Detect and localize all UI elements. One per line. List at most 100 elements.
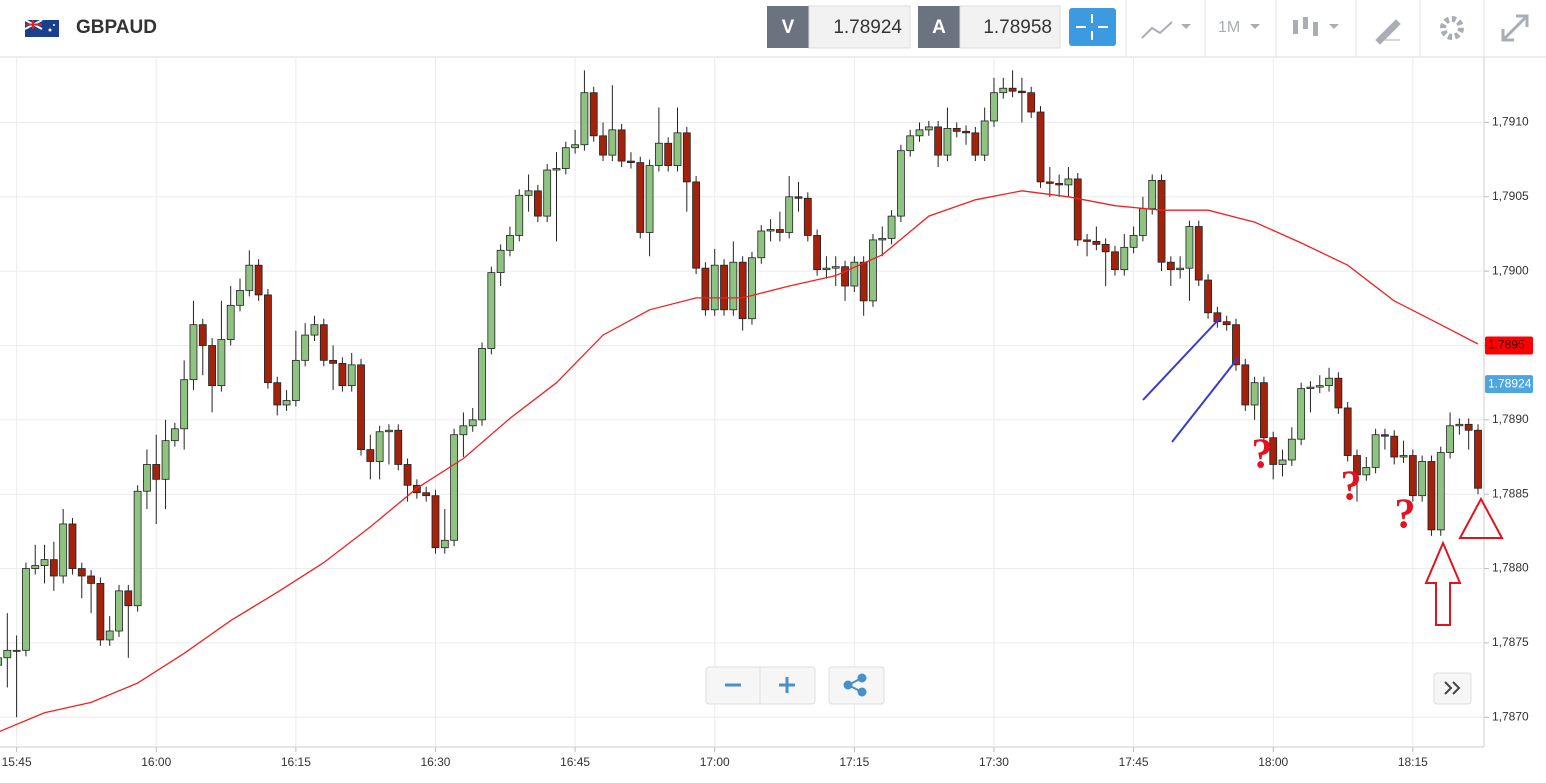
candle-body <box>1176 267 1185 271</box>
toolbar-separators <box>1125 0 1485 57</box>
candle-body <box>533 190 542 217</box>
candle-body <box>1008 87 1017 92</box>
candle-body <box>1260 382 1268 439</box>
candle-body <box>87 575 95 584</box>
candle-body <box>1269 437 1278 465</box>
candle-body <box>1111 251 1119 271</box>
ask-box <box>959 5 1061 49</box>
candle-body <box>980 120 989 156</box>
settings-icon[interactable] <box>1440 16 1464 40</box>
candle-body <box>962 130 970 134</box>
candle-body <box>636 162 645 233</box>
x-tick-label: 18:15 <box>1398 755 1428 769</box>
flag <box>24 19 59 37</box>
y-tick-label: 1,7910 <box>1492 115 1529 129</box>
zoom-in[interactable] <box>779 677 795 693</box>
candle-body <box>1297 388 1306 440</box>
chart-type-icon[interactable] <box>1141 21 1191 39</box>
candle-body <box>338 362 347 387</box>
candle-body <box>1436 452 1445 531</box>
bid-button[interactable] <box>767 6 809 48</box>
y-tick-label: 1,7905 <box>1492 189 1529 203</box>
candle-body <box>1464 423 1473 431</box>
candle-body <box>524 190 533 196</box>
candle-body <box>170 428 179 442</box>
candle-body <box>822 267 831 271</box>
candle-body <box>366 449 375 462</box>
candle-body <box>506 235 514 251</box>
share-button[interactable] <box>828 666 885 705</box>
candle-body <box>869 239 877 302</box>
candles-icon[interactable] <box>1293 17 1339 36</box>
candle-body <box>561 147 570 169</box>
candle-body <box>124 590 133 607</box>
x-tick-label: 16:00 <box>141 755 171 769</box>
y-tick-label: 1,7885 <box>1492 486 1529 500</box>
timeframe-caret <box>1250 24 1260 29</box>
crosshair-button[interactable] <box>1069 8 1116 46</box>
candle-body <box>943 127 952 156</box>
candle-body <box>971 132 980 156</box>
candle-body <box>1474 429 1482 489</box>
arrows <box>1424 496 1504 626</box>
candle-body <box>794 196 803 199</box>
x-tick-label: 17:15 <box>839 755 869 769</box>
candle-body <box>1204 279 1212 314</box>
candle-body <box>1446 425 1454 453</box>
candle-body <box>589 92 598 137</box>
candle-body <box>952 127 961 132</box>
y-tick-label: 1,7880 <box>1492 561 1529 575</box>
price-tag <box>1485 375 1533 394</box>
candle-body <box>1148 180 1157 210</box>
candle-body <box>924 126 933 131</box>
candle-body <box>701 267 710 311</box>
annotation: ? <box>1395 492 1416 538</box>
x-tick-label: 15:45 <box>2 755 32 769</box>
candle-body <box>748 257 756 320</box>
candle-body <box>1408 455 1417 497</box>
ask-label: A <box>932 17 946 38</box>
plot <box>0 70 1482 732</box>
candle-body <box>710 264 719 311</box>
y-tick-label: 1,7890 <box>1492 412 1529 426</box>
candle-body <box>3 649 12 659</box>
timeframe[interactable]: 1M <box>1218 19 1240 36</box>
bid-label: V <box>782 17 795 38</box>
bid-value: 1.78924 <box>833 17 902 38</box>
ask-button[interactable] <box>918 6 960 48</box>
x-tick-label: 16:15 <box>281 755 311 769</box>
candle-body <box>552 168 561 171</box>
candle-body <box>143 464 151 492</box>
candle-body <box>1017 90 1026 94</box>
candle-body <box>152 464 161 480</box>
candle-body <box>934 126 943 156</box>
candle-body <box>1083 239 1091 242</box>
candle-body <box>1306 386 1315 390</box>
candle-body <box>1427 461 1436 531</box>
candle-body <box>1027 92 1036 113</box>
candle-body <box>1036 111 1045 183</box>
candle-body <box>0 657 2 666</box>
candle-body <box>105 630 114 641</box>
candle-body <box>859 261 868 302</box>
candle-body <box>617 129 626 162</box>
candle-body <box>896 150 905 217</box>
candle-body <box>599 135 607 156</box>
x-tick-label: 17:45 <box>1119 755 1149 769</box>
candle-body <box>236 290 244 306</box>
candle-body <box>208 345 216 387</box>
candle-body <box>375 431 384 462</box>
draw-icon[interactable] <box>1375 19 1401 45</box>
candle-body <box>515 194 524 236</box>
candle-body <box>682 132 691 183</box>
candle-body <box>990 92 998 122</box>
fullscreen-icon[interactable] <box>1501 14 1529 42</box>
scroll-button[interactable] <box>1433 672 1472 705</box>
candle-body <box>627 160 635 163</box>
moving-average <box>0 190 1479 732</box>
candle-body <box>645 165 654 233</box>
candle-body <box>1157 180 1166 263</box>
candle-body <box>887 215 896 239</box>
candle-body <box>1194 226 1203 281</box>
